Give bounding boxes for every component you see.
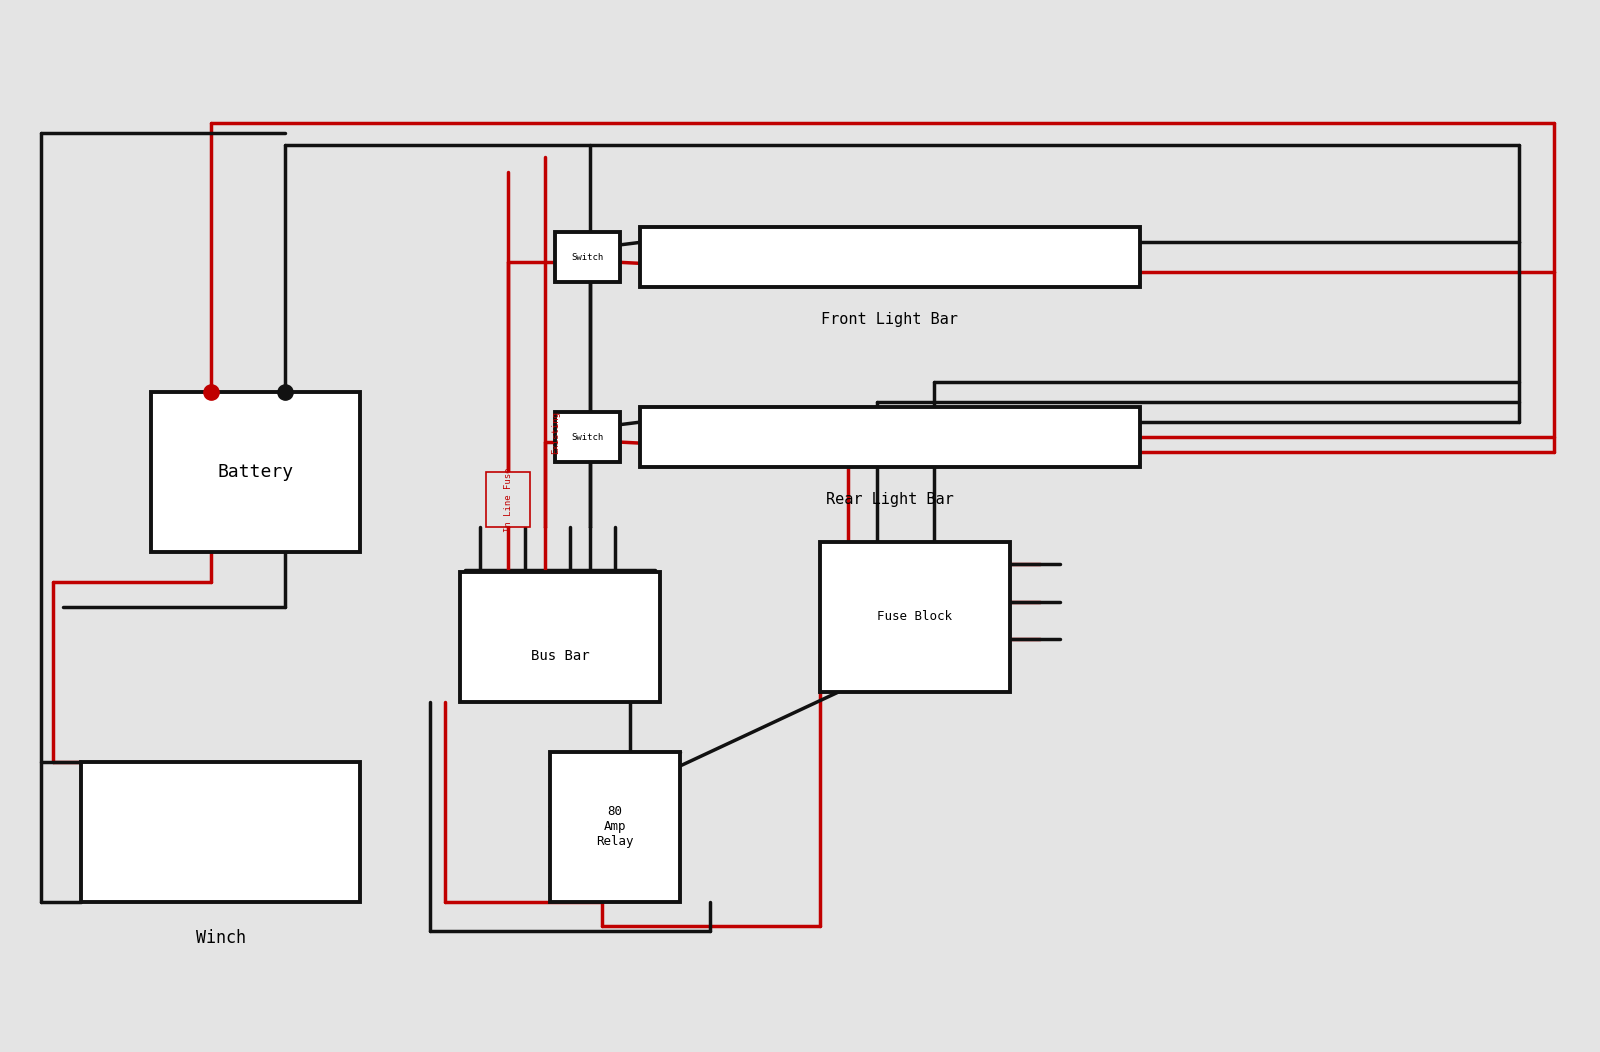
Text: Battery: Battery	[218, 463, 293, 481]
Text: Front Light Bar: Front Light Bar	[821, 312, 958, 327]
Text: Switch: Switch	[571, 252, 603, 262]
FancyBboxPatch shape	[819, 542, 1010, 692]
FancyBboxPatch shape	[555, 232, 621, 282]
Text: Fuse Block: Fuse Block	[877, 610, 952, 624]
Text: 80
Amp
Relay: 80 Amp Relay	[597, 805, 634, 848]
FancyBboxPatch shape	[461, 572, 661, 702]
FancyBboxPatch shape	[640, 227, 1139, 287]
Text: Switch: Switch	[571, 432, 603, 442]
FancyBboxPatch shape	[555, 412, 621, 462]
Text: Existing: Existing	[550, 410, 560, 453]
Text: Winch: Winch	[195, 930, 245, 948]
FancyBboxPatch shape	[486, 472, 530, 527]
Text: Rear Light Bar: Rear Light Bar	[826, 492, 954, 507]
FancyBboxPatch shape	[80, 762, 360, 902]
Text: In Line Fuse: In Line Fuse	[504, 467, 512, 531]
Text: Bus Bar: Bus Bar	[531, 649, 589, 664]
FancyBboxPatch shape	[150, 392, 360, 552]
FancyBboxPatch shape	[550, 752, 680, 902]
FancyBboxPatch shape	[640, 407, 1139, 467]
